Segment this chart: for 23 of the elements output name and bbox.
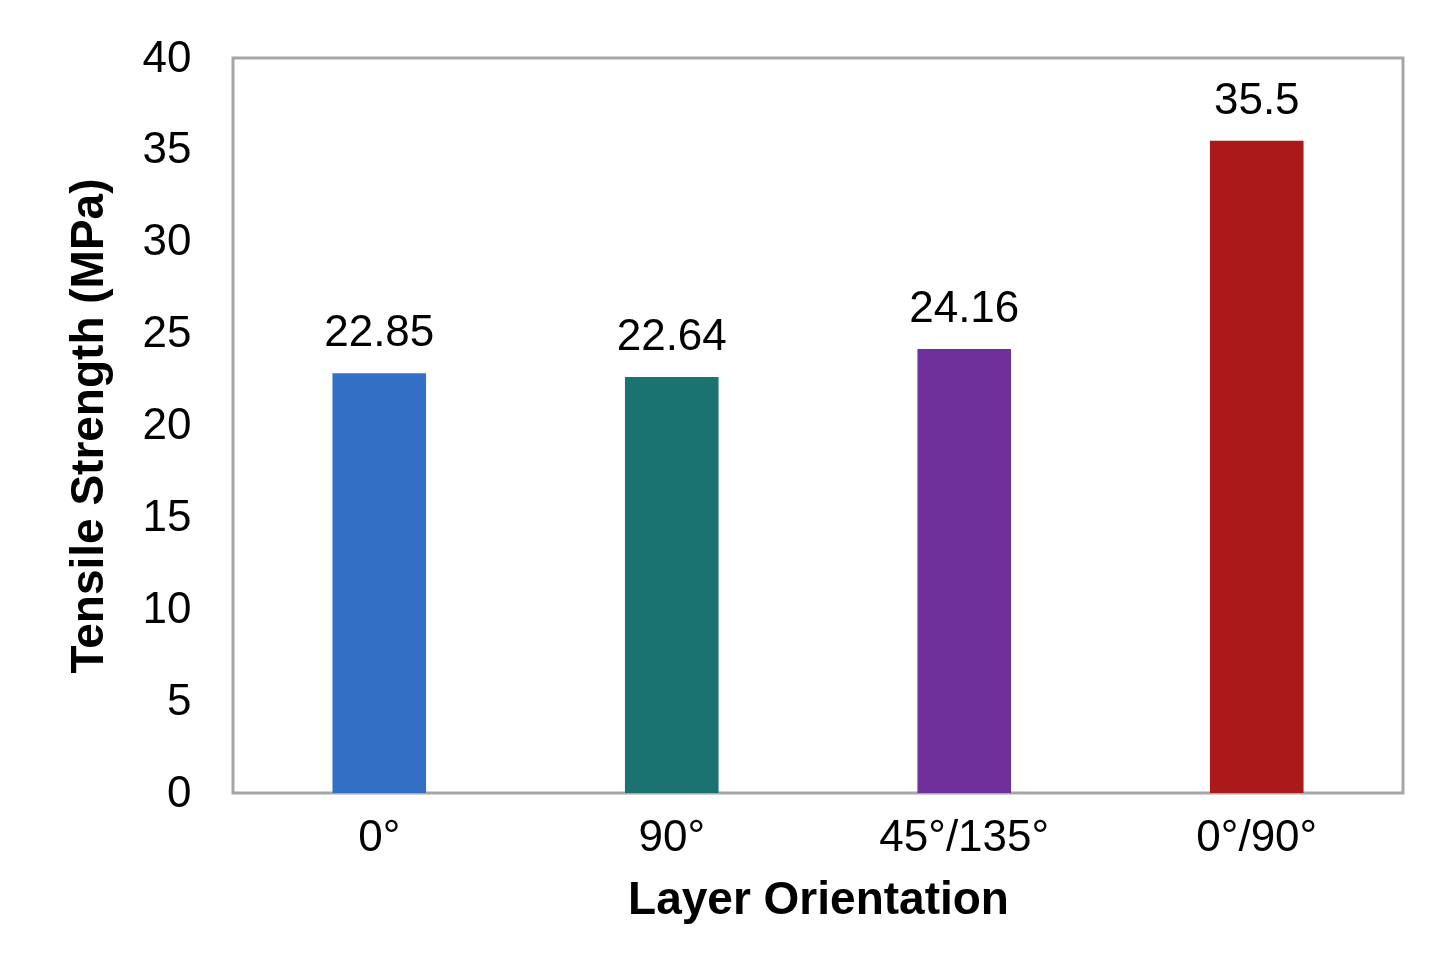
y-tick-label: 15 <box>142 490 192 540</box>
bar <box>624 376 719 793</box>
y-tick-label: 0 <box>167 766 192 816</box>
x-axis-title: Layer Orientation <box>628 871 1009 924</box>
x-tick-label: 45°/135° <box>879 810 1050 860</box>
bar <box>1209 140 1304 793</box>
x-tick-label: 0° <box>358 810 401 860</box>
data-label: 22.64 <box>616 309 727 359</box>
data-label: 24.16 <box>909 282 1020 332</box>
bar <box>332 373 427 793</box>
data-label: 22.85 <box>324 306 435 356</box>
bar <box>917 349 1012 793</box>
data-label: 35.5 <box>1213 73 1300 123</box>
y-tick-label: 5 <box>167 674 192 724</box>
y-tick-label: 40 <box>142 31 192 81</box>
y-tick-label: 35 <box>142 123 192 173</box>
y-tick-label: 25 <box>142 307 192 357</box>
x-tick-label: 90° <box>638 810 706 860</box>
x-tick-label: 0°/90° <box>1196 810 1318 860</box>
y-tick-label: 30 <box>142 215 192 265</box>
y-tick-label: 10 <box>142 582 192 632</box>
y-axis-title: Tensile Strength (MPa) <box>60 178 113 674</box>
y-tick-label: 20 <box>142 399 192 448</box>
